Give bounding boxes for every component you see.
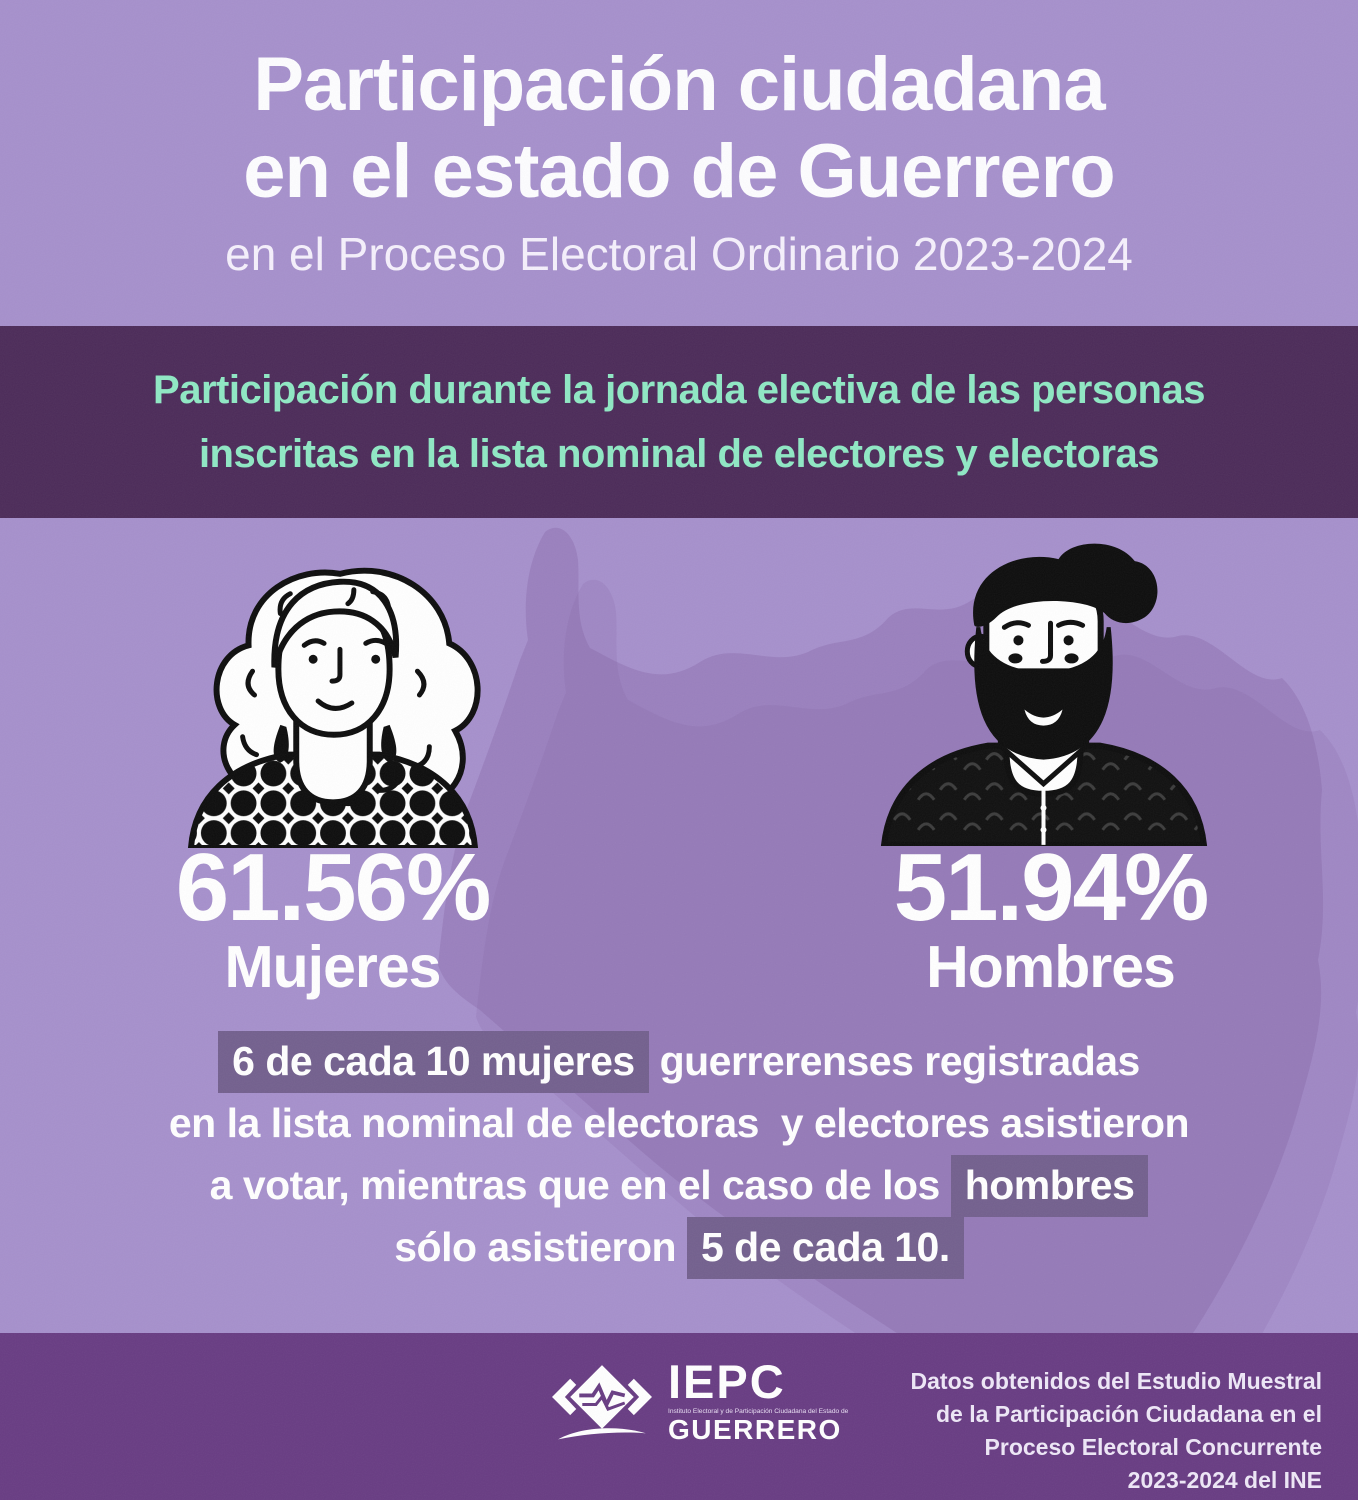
source-line-4: 2023-2024 del INE — [1127, 1467, 1322, 1493]
logo-text: IEPC Instituto Electoral y de Participac… — [668, 1355, 848, 1445]
footer: IEPC Instituto Electoral y de Participac… — [0, 1333, 1358, 1500]
body-line-3: a votar, mientras que en el caso de los … — [0, 1154, 1358, 1217]
logo-acronym: IEPC — [668, 1355, 786, 1409]
man-cheek-right — [1064, 653, 1079, 664]
section-banner: Participación durante la jornada electiv… — [0, 326, 1358, 518]
body-line-2: en la lista nominal de electoras y elect… — [168, 1100, 1190, 1146]
man-cheek-left — [1008, 653, 1023, 664]
woman-eye-left — [308, 654, 318, 664]
body-line1-rest: guerrerenses registradas — [648, 1038, 1141, 1084]
women-label: Mujeres — [224, 934, 442, 1000]
source-line-1: Datos obtenidos del Estudio Muestral — [910, 1368, 1322, 1394]
men-label: Hombres — [926, 934, 1176, 1000]
body-line-1: 6 de cada 10 mujeres guerrerenses regist… — [0, 1030, 1358, 1093]
highlight-men-ratio: 5 de cada 10. — [686, 1217, 964, 1279]
stat-men: 51.94% Hombres — [788, 840, 1313, 997]
men-percentage: 51.94% — [893, 834, 1210, 941]
logo-state: GUERRERO — [668, 1413, 842, 1445]
iepc-diamond-logo-icon — [552, 1365, 652, 1440]
page-title-line2: en el estado de Guerrero — [243, 128, 1115, 214]
stat-women: 61.56% Mujeres — [60, 840, 605, 997]
body-line-4: sólo asistieron 5 de cada 10. — [0, 1216, 1358, 1279]
man-button2 — [1040, 826, 1047, 833]
banner-line2: inscritas en la lista nominal de elector… — [198, 432, 1160, 476]
man-button1 — [1040, 804, 1047, 811]
header: Participación ciudadana en el estado de … — [0, 42, 1358, 281]
page-title-line1: Participación ciudadana — [253, 42, 1105, 127]
body-line4-rest: sólo asistieron — [394, 1224, 687, 1270]
body-paragraph: 6 de cada 10 mujeres guerrerenses regist… — [0, 1030, 1358, 1279]
source-line-3: Proceso Electoral Concurrente — [984, 1434, 1322, 1460]
man-eye-right — [1063, 635, 1074, 646]
data-source-note: Datos obtenidos del Estudio Muestral de … — [911, 1365, 1322, 1497]
body-line3-rest: a votar, mientras que en el caso de los — [209, 1162, 951, 1208]
banner-line1: Participación durante la jornada electiv… — [153, 368, 1205, 412]
woman-voter-illustration — [187, 567, 481, 848]
source-line-2: de la Participación Ciudadana en el — [935, 1401, 1322, 1427]
highlight-women-ratio: 6 de cada 10 mujeres — [218, 1031, 649, 1093]
women-percentage: 61.56% — [175, 834, 492, 941]
highlight-men-word: hombres — [950, 1155, 1149, 1217]
page-subtitle: en el Proceso Electoral Ordinario 2023-2… — [225, 228, 1133, 281]
iepc-logo: IEPC Instituto Electoral y de Participac… — [552, 1355, 848, 1451]
man-voter-illustration — [880, 543, 1208, 846]
woman-eye-right — [371, 654, 381, 664]
man-eye-left — [1013, 635, 1024, 646]
